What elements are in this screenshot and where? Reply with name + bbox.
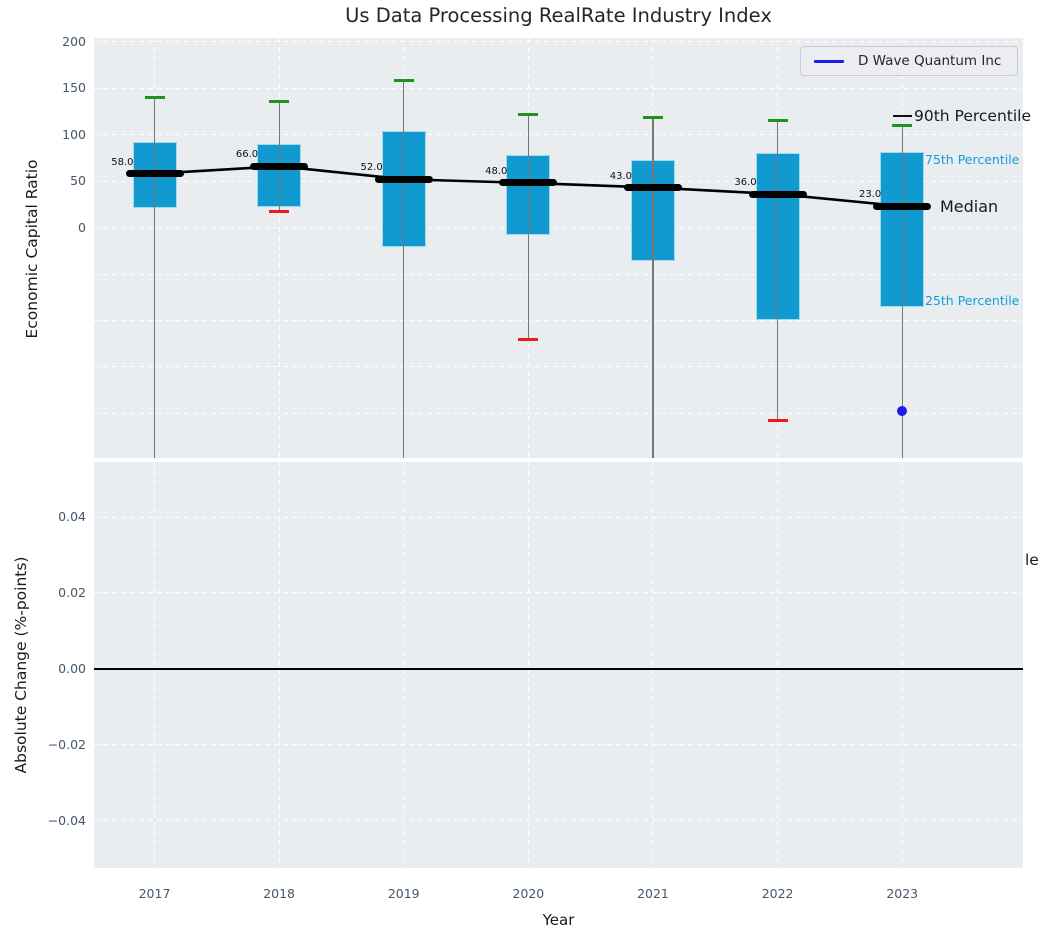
x-tick-2021: 2021	[637, 886, 669, 901]
y-tick-−0.04: −0.04	[47, 812, 86, 828]
company-point	[897, 405, 908, 416]
median-label-2017: 58.0	[111, 156, 134, 168]
legend: D Wave Quantum Inc	[800, 46, 1018, 76]
median-label-2018: 66.0	[235, 149, 259, 161]
gridline-v	[527, 462, 529, 868]
gridline-h	[94, 227, 1023, 229]
gridline-h	[94, 412, 1023, 414]
p90-annotation-leader-line	[893, 115, 912, 117]
median-label-2022: 36.0	[734, 177, 757, 189]
p75-annotation: 75th Percentile	[925, 152, 1020, 167]
legend-line-swatch	[814, 59, 844, 63]
gridline-h	[94, 41, 1023, 43]
y-tick-200: 200	[62, 33, 86, 49]
x-tick-2019: 2019	[387, 886, 420, 901]
median-label-2020: 48.0	[485, 165, 508, 177]
top-axes: 58.0 66.0 52.0 48.0 43.0 36.0 23.0	[94, 38, 1023, 458]
gridline-h	[94, 820, 1023, 822]
median-label-2021: 43.0	[609, 170, 632, 182]
p25-annotation: 25th Percentile	[925, 293, 1020, 308]
gridline-h	[94, 744, 1023, 746]
y-tick-0.00: 0.00	[58, 660, 86, 676]
p90-cap-2020	[518, 112, 539, 116]
x-axis-label: Year	[542, 911, 575, 929]
gridline-v	[901, 462, 903, 868]
gridline-h	[94, 134, 1023, 136]
gridline-v	[154, 462, 155, 868]
p10-cap-2022	[767, 419, 788, 423]
median-annotation: Median	[940, 197, 999, 216]
clipped-annotation: le	[1025, 551, 1039, 569]
y-tick-50: 50	[70, 173, 86, 189]
whisker-2022	[777, 120, 779, 421]
gridline-h	[94, 180, 1023, 182]
gridline-h	[94, 87, 1023, 89]
gridline-h	[94, 319, 1023, 321]
x-tick-2020: 2020	[512, 886, 545, 901]
y-tick-100: 100	[62, 126, 86, 142]
median-segment-2022	[748, 190, 807, 198]
p90-cap-2019	[393, 79, 414, 83]
y-tick-150: 150	[62, 80, 86, 96]
whisker-2019	[403, 80, 405, 458]
whisker-2023	[901, 125, 903, 458]
p90-cap-2018	[269, 99, 290, 103]
median-segment-2020	[499, 179, 558, 187]
p90-cap-2023	[892, 123, 913, 127]
whisker-2021	[652, 117, 654, 458]
chart-title: Us Data Processing RealRate Industry Ind…	[345, 4, 772, 27]
x-tick-2017: 2017	[138, 886, 171, 901]
gridline-h	[94, 592, 1023, 594]
legend-label: D Wave Quantum Inc	[858, 53, 1002, 69]
median-segment-2019	[374, 175, 433, 183]
p90-cap-2021	[642, 116, 663, 120]
median-segment-2018	[250, 162, 309, 170]
bottom-axes	[94, 462, 1023, 868]
x-tick-2022: 2022	[761, 886, 794, 901]
whisker-2018	[278, 101, 280, 212]
y-tick-0.04: 0.04	[58, 509, 86, 525]
p90-annotation: 90th Percentile	[914, 107, 1032, 125]
whisker-2017	[153, 97, 156, 458]
gridline-v	[403, 462, 405, 868]
p10-cap-2020	[518, 337, 539, 341]
median-segment-2021	[623, 184, 682, 192]
x-tick-2023: 2023	[886, 886, 919, 901]
median-trend-line	[154, 164, 903, 208]
p90-cap-2022	[767, 119, 788, 123]
p90-cap-2017	[144, 95, 165, 99]
gridline-h	[94, 366, 1023, 368]
gridline-v	[777, 462, 779, 868]
p10-cap-2018	[269, 210, 290, 214]
gridline-h	[94, 273, 1023, 275]
zero-line	[94, 668, 1023, 670]
gridline-h	[94, 516, 1023, 518]
gridline-v	[278, 462, 280, 868]
median-label-2023: 23.0	[858, 189, 882, 201]
x-tick-2018: 2018	[263, 886, 296, 901]
gridline-v	[278, 38, 280, 458]
y-tick-−0.02: −0.02	[47, 736, 86, 752]
gridline-v	[652, 462, 654, 868]
y-tick-0: 0	[78, 219, 86, 235]
median-segment-2023	[873, 202, 932, 210]
median-segment-2017	[125, 170, 184, 178]
y-tick-0.02: 0.02	[58, 584, 86, 600]
whisker-2020	[527, 114, 529, 340]
median-label-2019: 52.0	[360, 162, 383, 174]
